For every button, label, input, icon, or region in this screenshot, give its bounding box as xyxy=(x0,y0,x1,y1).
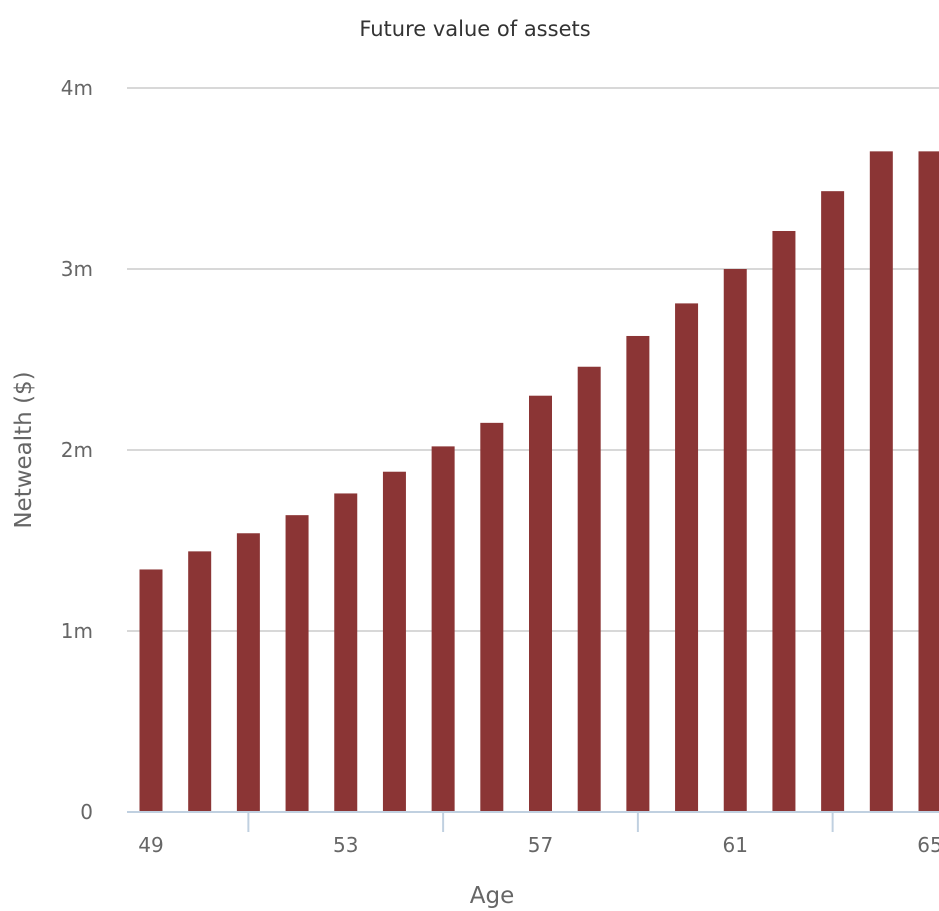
y-tick-label: 1m xyxy=(61,619,93,643)
y-tick-label: 3m xyxy=(61,257,93,281)
bar xyxy=(772,230,796,813)
bar xyxy=(139,569,163,812)
bar xyxy=(382,471,406,812)
x-axis: 49 53 57 61 65 xyxy=(127,811,939,857)
bar xyxy=(918,151,939,813)
x-axis-label: Age xyxy=(470,883,514,909)
bar xyxy=(529,395,552,812)
x-tick-label: 57 xyxy=(528,833,553,857)
x-tick-label: 65 xyxy=(917,833,939,857)
bar xyxy=(821,191,845,813)
bar xyxy=(869,151,893,813)
bar xyxy=(480,422,504,812)
x-tick-label: 53 xyxy=(333,833,358,857)
bar xyxy=(626,335,650,812)
bar xyxy=(334,493,358,812)
chart-title: Future value of assets xyxy=(359,17,590,41)
bar xyxy=(577,366,601,812)
bars xyxy=(139,151,939,813)
bar xyxy=(236,533,260,812)
bar xyxy=(431,446,455,812)
y-tick-label: 4m xyxy=(61,76,93,100)
bar xyxy=(675,303,699,812)
x-tick-label: 49 xyxy=(138,833,163,857)
x-tick-label: 61 xyxy=(723,833,748,857)
y-axis-ticks: 0 1m 2m 3m 4m xyxy=(61,76,93,824)
y-axis-label: Netwealth ($) xyxy=(11,371,37,528)
bar xyxy=(723,269,747,812)
y-tick-label: 2m xyxy=(61,438,93,462)
y-tick-label: 0 xyxy=(80,800,93,824)
bar xyxy=(285,515,309,812)
bar xyxy=(188,551,212,812)
